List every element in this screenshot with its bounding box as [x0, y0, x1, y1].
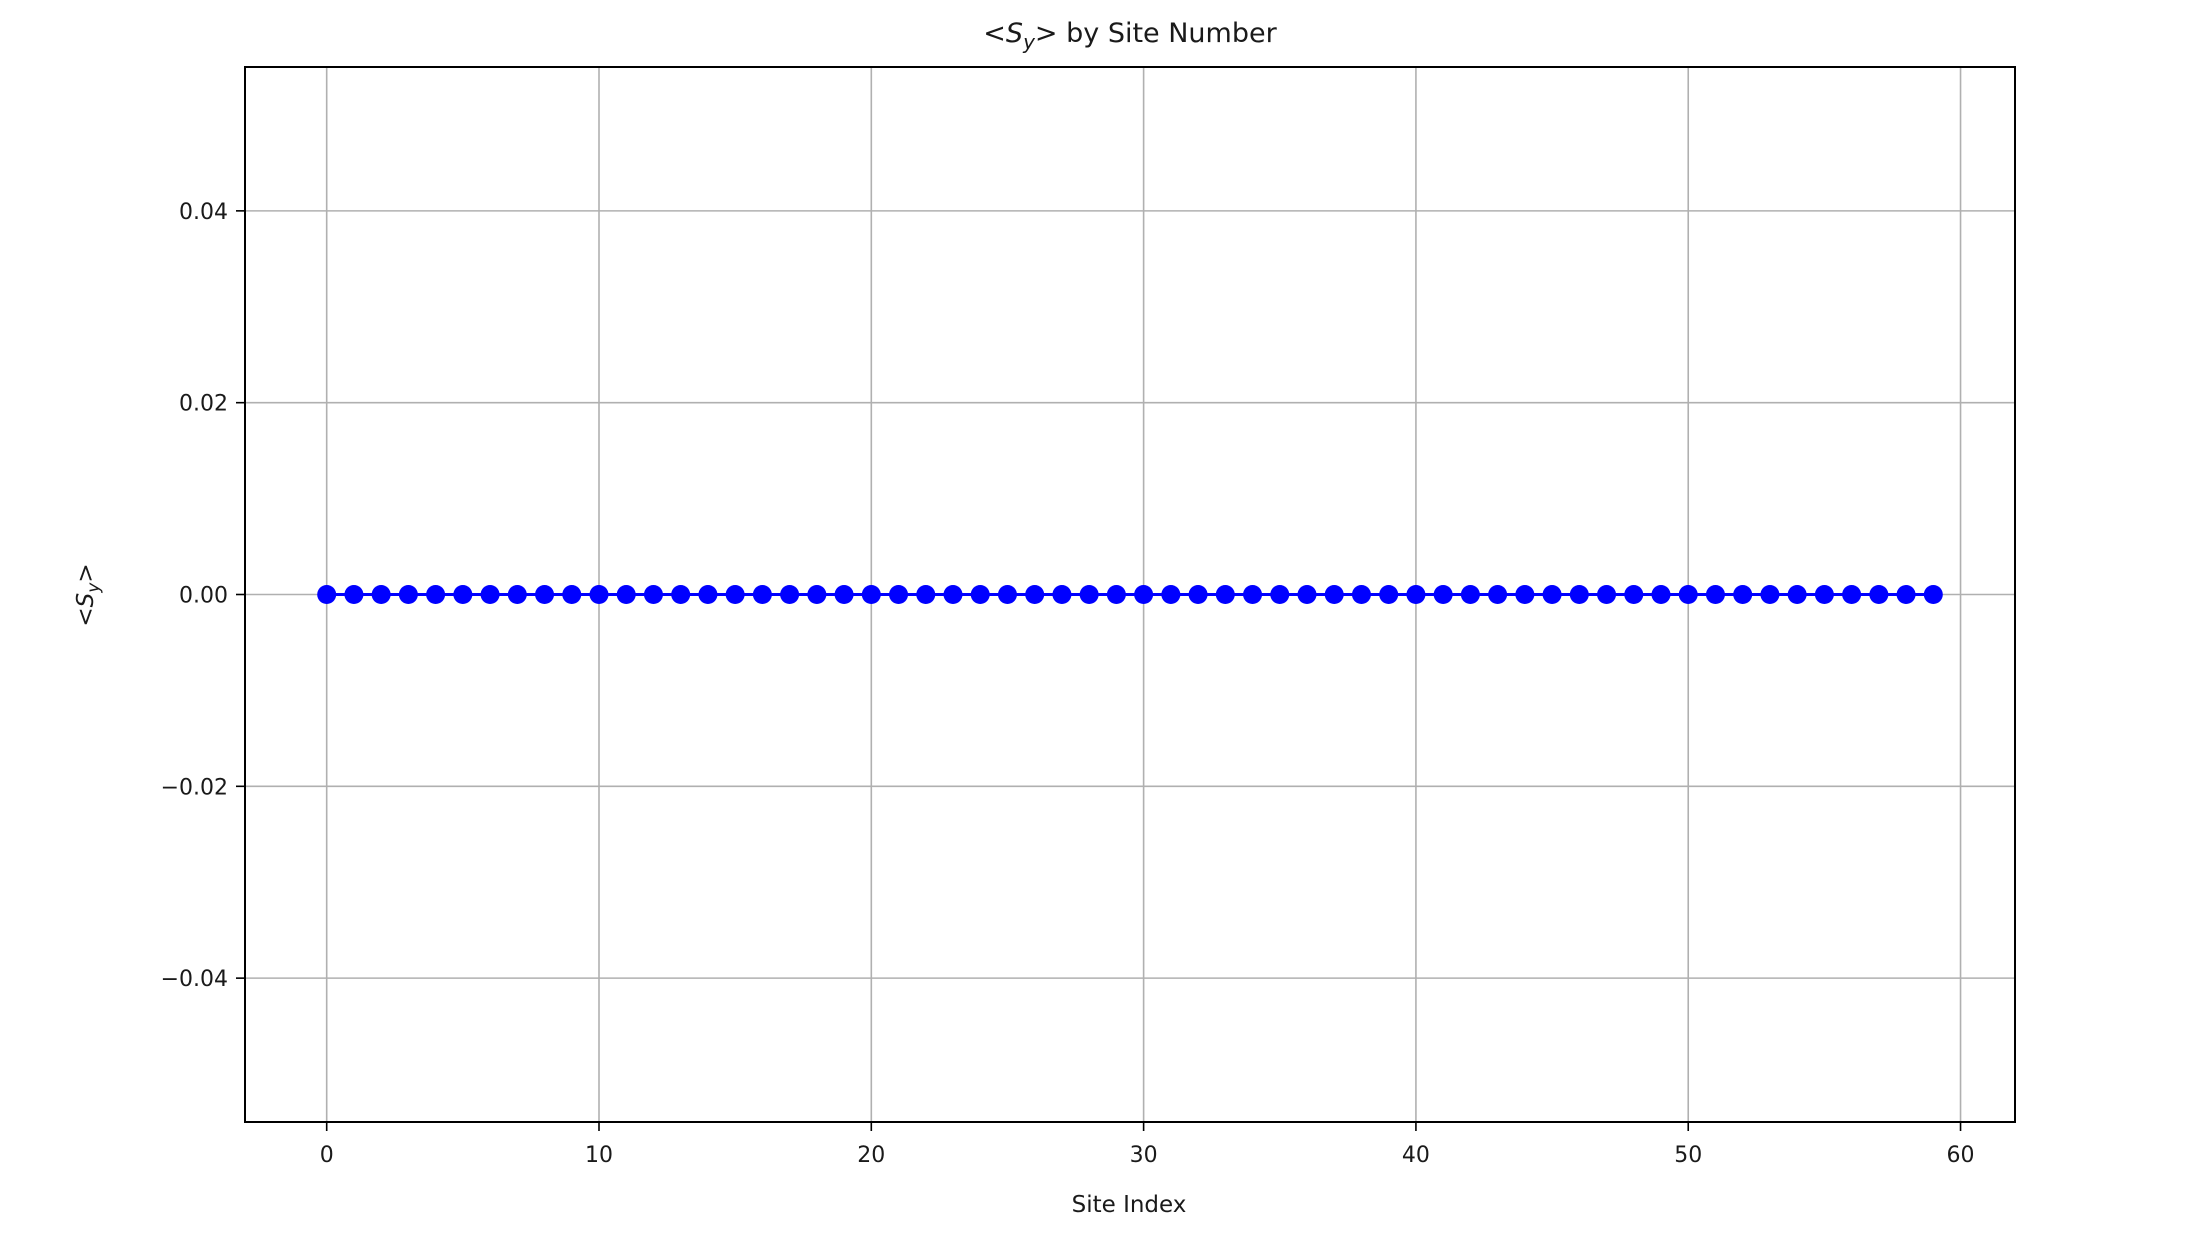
data-point: [780, 585, 800, 604]
data-point: [1488, 585, 1508, 604]
data-point: [807, 585, 827, 604]
data-point: [317, 585, 337, 604]
data-point: [507, 585, 527, 604]
y-tick-label: 0.00: [179, 584, 228, 609]
data-point: [1379, 585, 1399, 604]
y-tick-label: 0.02: [179, 392, 228, 417]
data-point: [1814, 585, 1834, 604]
data-point: [426, 585, 446, 604]
y-axis-ticks: −0.04 −0.02 0.00 0.02 0.04: [161, 200, 245, 992]
data-point: [398, 585, 418, 604]
data-point: [1079, 585, 1099, 604]
x-tick-label: 60: [1947, 1143, 1975, 1168]
data-point: [1624, 585, 1644, 604]
data-point: [1270, 585, 1290, 604]
data-point: [1842, 585, 1862, 604]
data-point: [997, 585, 1017, 604]
data-point: [1243, 585, 1263, 604]
x-axis-label: Site Index: [1072, 1192, 1187, 1218]
data-point: [1678, 585, 1698, 604]
data-point: [589, 585, 609, 604]
data-point: [643, 585, 663, 604]
data-point: [480, 585, 500, 604]
data-point: [1324, 585, 1344, 604]
x-tick-label: 10: [585, 1143, 613, 1168]
data-point: [616, 585, 636, 604]
data-point: [1896, 585, 1916, 604]
data-point: [834, 585, 854, 604]
data-point: [535, 585, 555, 604]
y-tick-label: −0.02: [161, 775, 228, 800]
data-point: [1052, 585, 1072, 604]
data-point: [1869, 585, 1889, 604]
x-tick-label: 40: [1402, 1143, 1430, 1168]
data-point: [1542, 585, 1562, 604]
data-point: [1515, 585, 1535, 604]
y-tick-label: 0.04: [179, 200, 228, 225]
data-point: [1733, 585, 1753, 604]
data-point: [725, 585, 745, 604]
data-point: [1460, 585, 1480, 604]
data-point: [1433, 585, 1453, 604]
data-point: [970, 585, 990, 604]
data-point: [1406, 585, 1426, 604]
data-point: [671, 585, 691, 604]
x-tick-label: 30: [1130, 1143, 1158, 1168]
data-point: [371, 585, 391, 604]
data-point: [1787, 585, 1807, 604]
x-axis-ticks: 0 10 20 30 40 50 60: [320, 1122, 1975, 1168]
data-point: [1705, 585, 1725, 604]
data-point: [1569, 585, 1589, 604]
data-point: [562, 585, 582, 604]
data-point: [943, 585, 963, 604]
data-point: [916, 585, 936, 604]
data-point: [889, 585, 909, 604]
data-point: [344, 585, 364, 604]
x-tick-label: 20: [857, 1143, 885, 1168]
data-point: [1923, 585, 1943, 604]
data-points: [317, 585, 1943, 604]
y-axis-label: <Sy>: [73, 563, 104, 626]
data-point: [1161, 585, 1181, 604]
data-point: [1025, 585, 1045, 604]
data-point: [1651, 585, 1671, 604]
data-point: [1106, 585, 1126, 604]
data-point: [1351, 585, 1371, 604]
data-point: [861, 585, 881, 604]
data-point: [1597, 585, 1617, 604]
y-tick-label: −0.04: [161, 967, 228, 992]
data-point: [453, 585, 473, 604]
x-tick-label: 0: [320, 1143, 334, 1168]
data-point: [1215, 585, 1235, 604]
x-tick-label: 50: [1674, 1143, 1702, 1168]
data-point: [752, 585, 772, 604]
data-point: [1760, 585, 1780, 604]
chart-title: <Sy> by Site Number: [983, 18, 1277, 54]
data-point: [1297, 585, 1317, 604]
data-point: [698, 585, 718, 604]
data-point: [1134, 585, 1154, 604]
data-point: [1188, 585, 1208, 604]
